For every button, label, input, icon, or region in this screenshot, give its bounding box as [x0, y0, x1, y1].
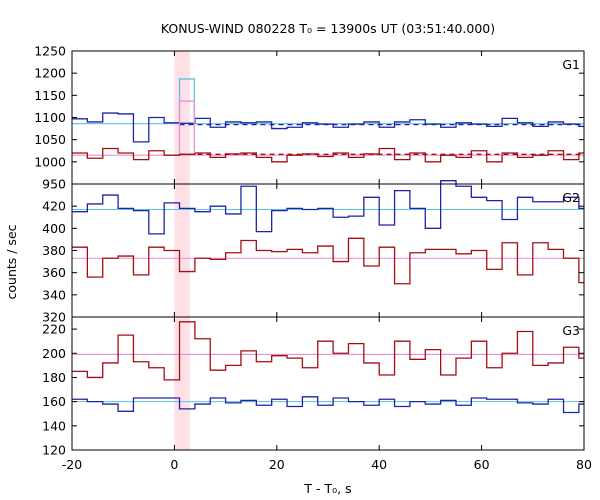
y-tick-label: 380 — [42, 243, 66, 258]
x-tick-label: 80 — [576, 457, 592, 472]
x-tick-label: 40 — [371, 457, 387, 472]
y-tick-label: 160 — [42, 394, 66, 409]
y-axis-label: counts / sec — [4, 224, 19, 299]
red-histogram — [72, 237, 584, 285]
y-tick-label: 1150 — [34, 88, 66, 103]
y-tick-label: 400 — [42, 221, 66, 236]
y-tick-label: 360 — [42, 265, 66, 280]
panel-label: G1 — [562, 57, 580, 72]
y-tick-label: 340 — [42, 287, 66, 302]
y-tick-label: 1000 — [34, 154, 66, 169]
x-tick-label: 20 — [269, 457, 285, 472]
chart-title: KONUS-WIND 080228 T₀ = 13900s UT (03:51:… — [161, 21, 495, 36]
panel-frame — [71, 316, 585, 451]
trigger-interval-shade — [174, 51, 190, 450]
y-tick-label: 1200 — [34, 66, 66, 81]
y-tick-label: 120 — [42, 443, 66, 458]
panel-g3: 120 140 160 180 200 220 G3 — [42, 316, 585, 458]
x-tick-label: -20 — [62, 457, 82, 472]
panel-label: G2 — [562, 190, 580, 205]
red-histogram — [72, 321, 584, 381]
y-tick-label: 1100 — [34, 110, 66, 125]
blue-histogram — [72, 112, 584, 143]
blue-histogram — [72, 396, 584, 414]
pink-trigger-bin — [178, 100, 196, 153]
x-axis-label: T - T₀, s — [303, 481, 351, 496]
blue-histogram — [72, 180, 584, 235]
y-tick-label: 1250 — [34, 44, 66, 59]
panel-g1: 950 1000 1050 1100 1150 1200 1250 G1 — [34, 44, 585, 192]
y-tick-label: 320 — [42, 310, 66, 325]
panel-label: G3 — [562, 323, 580, 338]
x-tick-label: 0 — [170, 457, 178, 472]
y-tick-label: 1050 — [34, 132, 66, 147]
red-histogram — [72, 147, 584, 163]
y-tick-label: 180 — [42, 370, 66, 385]
y-tick-label: 200 — [42, 346, 66, 361]
x-tick-label: 60 — [474, 457, 490, 472]
y-tick-label: 420 — [42, 199, 66, 214]
y-tick-label: 220 — [42, 322, 66, 337]
panel-g2: 320 340 360 380 400 420 G2 — [42, 180, 585, 325]
y-tick-label: 140 — [42, 418, 66, 433]
plot-area: 950100010501100115012001250G132034036038… — [34, 44, 592, 473]
cyan-trigger-bin — [178, 78, 196, 122]
y-tick-label: 950 — [42, 177, 66, 192]
